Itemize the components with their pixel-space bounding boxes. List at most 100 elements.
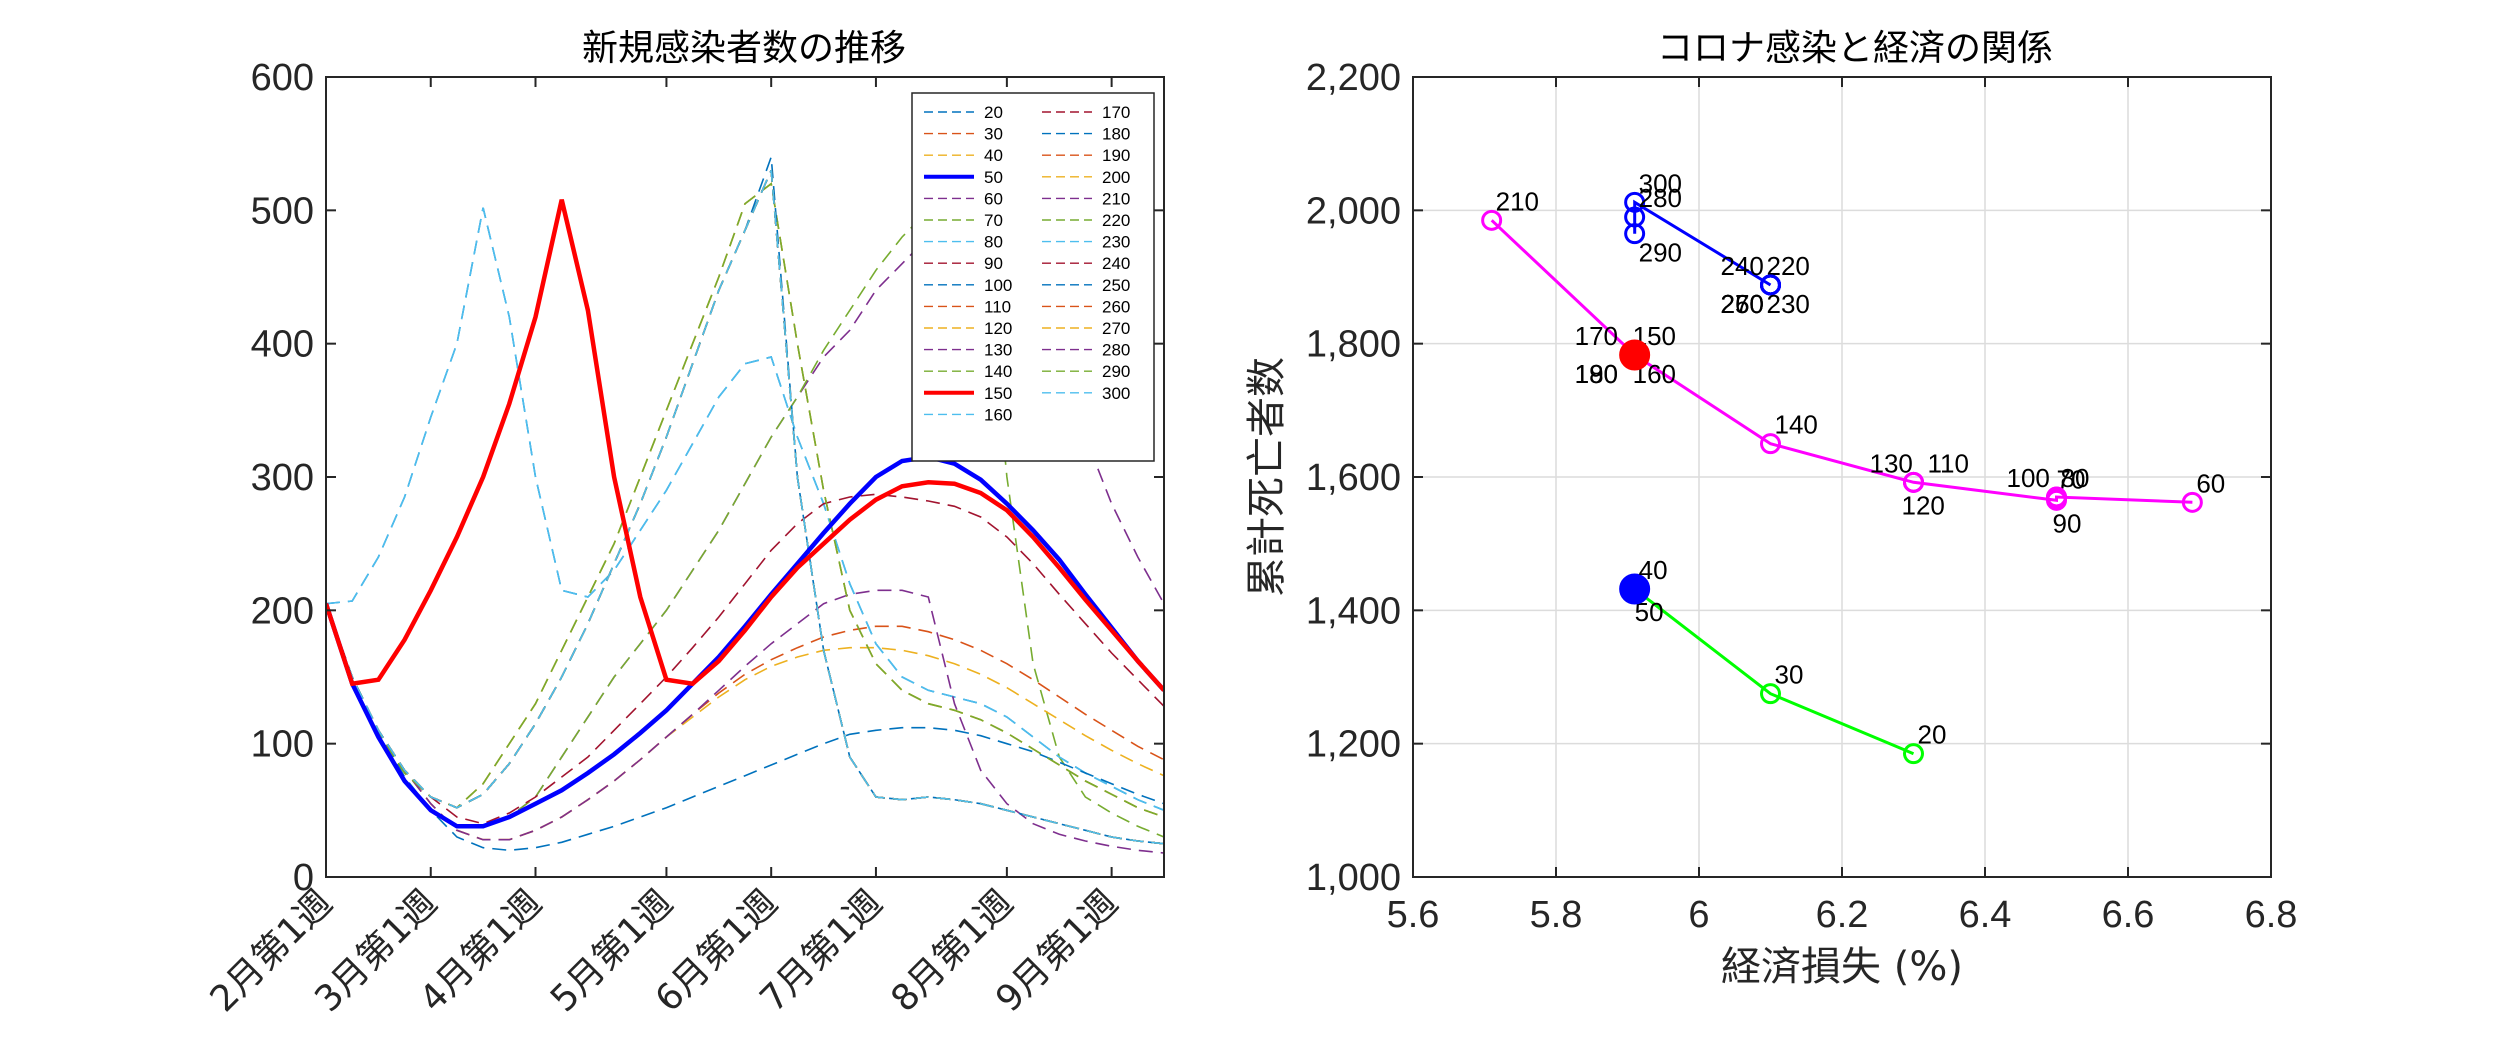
legend-entry: 300 (1102, 384, 1130, 403)
series-line-90 (326, 493, 1164, 825)
left-ytick-label: 500 (251, 190, 314, 232)
right-xtick-label: 5.8 (1530, 894, 1583, 936)
series-line-150 (326, 199, 1164, 692)
legend-entry: 200 (1102, 168, 1130, 187)
point-label: 110 (1928, 448, 1969, 478)
left-ytick-label: 600 (251, 57, 314, 99)
right-ytick-label: 1,800 (1306, 324, 1401, 366)
left-ytick-label: 100 (251, 724, 314, 766)
series-line-130 (326, 589, 1164, 854)
legend-entry: 110 (984, 297, 1011, 316)
legend-entry: 80 (984, 233, 1003, 252)
legend-entry: 280 (1102, 341, 1130, 360)
scatter-point (1760, 274, 1781, 296)
scatter-point-filled (1619, 339, 1651, 371)
point-label: 180 (1575, 359, 1618, 389)
left-ytick-label: 300 (251, 457, 314, 499)
series-line-80 (326, 207, 1164, 812)
legend-entry: 160 (984, 405, 1012, 424)
legend-entry: 170 (1102, 103, 1130, 122)
point-label: 80 (2061, 463, 2090, 493)
legend-entry: 150 (984, 384, 1012, 403)
left-chart-title: 新規感染者数の推移 (582, 28, 906, 69)
legend-entry: 50 (984, 168, 1003, 187)
legend-entry: 250 (1102, 276, 1130, 295)
point-label: 140 (1775, 410, 1818, 440)
scatter-point (1903, 743, 1924, 765)
left-ytick-label: 200 (251, 590, 314, 632)
left-legend: 20 30 40 50 60 70 80 90 100 110 120 130 140 150 160 170… (911, 92, 1155, 462)
right-chart-title: コロナ感染と経済の関係 (1657, 28, 2053, 69)
scatter-point (1624, 191, 1646, 213)
series-line-140 (326, 182, 1164, 818)
right-ytick-label: 2,000 (1306, 190, 1401, 232)
legend-entry: 230 (1102, 233, 1130, 252)
legend-entry: 90 (984, 254, 1003, 273)
right-xtick-label: 6 (1688, 894, 1709, 936)
right-x-axis-label: 経済損失 (%) (1721, 944, 1963, 990)
legend-entry: 120 (984, 319, 1012, 338)
legend-entry: 40 (984, 146, 1003, 165)
series-line-300 (326, 169, 1164, 845)
point-label: 20 (1918, 720, 1947, 750)
right-xtick-label: 6.8 (2245, 894, 2298, 936)
point-label: 190 (1575, 359, 1618, 389)
point-label: 290 (1639, 238, 1682, 268)
legend-entry: 270 (1102, 319, 1130, 338)
point-label: 30 (1775, 660, 1804, 690)
legend-entry: 130 (984, 341, 1012, 360)
point-label: 230 (1767, 289, 1810, 319)
right-ytick-label: 1,600 (1306, 457, 1401, 499)
legend-entry: 240 (1102, 254, 1130, 273)
point-label: 280 (1639, 183, 1682, 213)
point-label: 170 (1575, 321, 1618, 351)
legend-entry: 70 (984, 211, 1003, 230)
point-label: 250 (1721, 289, 1764, 319)
right-xtick-label: 6.4 (1959, 894, 2012, 936)
scatter-connector-line (1490, 219, 2193, 504)
right-ytick-label: 1,400 (1306, 590, 1401, 632)
right-ytick-label: 1,200 (1306, 724, 1401, 766)
scatter-point (1481, 209, 1503, 231)
point-label: 260 (1721, 289, 1764, 319)
point-label: 120 (1902, 490, 1945, 520)
right-xtick-label: 5.6 (1387, 894, 1440, 936)
left-ytick-label: 400 (251, 324, 314, 366)
legend-entry: 20 (984, 103, 1003, 122)
legend-entry: 260 (1102, 297, 1130, 316)
legend-entry: 290 (1102, 362, 1130, 381)
right-xtick-label: 6.2 (1816, 894, 1869, 936)
point-label: 300 (1639, 168, 1682, 198)
point-label: 60 (2196, 468, 2225, 498)
scatter-point-filled (1619, 573, 1651, 605)
right-ytick-label: 2,200 (1306, 57, 1401, 99)
legend-entry: 220 (1102, 211, 1130, 230)
point-label: 40 (1639, 555, 1668, 585)
right-xtick-label: 6.6 (2102, 894, 2155, 936)
legend-entry: 210 (1102, 189, 1130, 208)
right-y-axis-label: 累計死亡者数 (1244, 357, 1290, 597)
point-label: 130 (1870, 448, 1913, 478)
legend-entry: 180 (1102, 125, 1130, 144)
series-line-100 (326, 603, 1164, 852)
point-label: 270 (1721, 289, 1764, 319)
scatter-point (1624, 223, 1646, 245)
series-line-50 (326, 454, 1164, 829)
scatter-point (1760, 433, 1781, 455)
point-label: 100 (2007, 463, 2050, 493)
point-label: 90 (2053, 508, 2082, 538)
point-label: 240 (1721, 251, 1764, 281)
legend-box (911, 92, 1155, 462)
scatter-point (1760, 683, 1781, 705)
legend-entry: 30 (984, 125, 1003, 144)
scatter-point (1903, 471, 1924, 493)
legend-entry: 100 (984, 276, 1012, 295)
legend-entry: 140 (984, 362, 1012, 381)
right-ytick-label: 1,000 (1306, 857, 1401, 899)
left-ytick-label: 0 (293, 857, 314, 899)
legend-entry: 60 (984, 189, 1003, 208)
